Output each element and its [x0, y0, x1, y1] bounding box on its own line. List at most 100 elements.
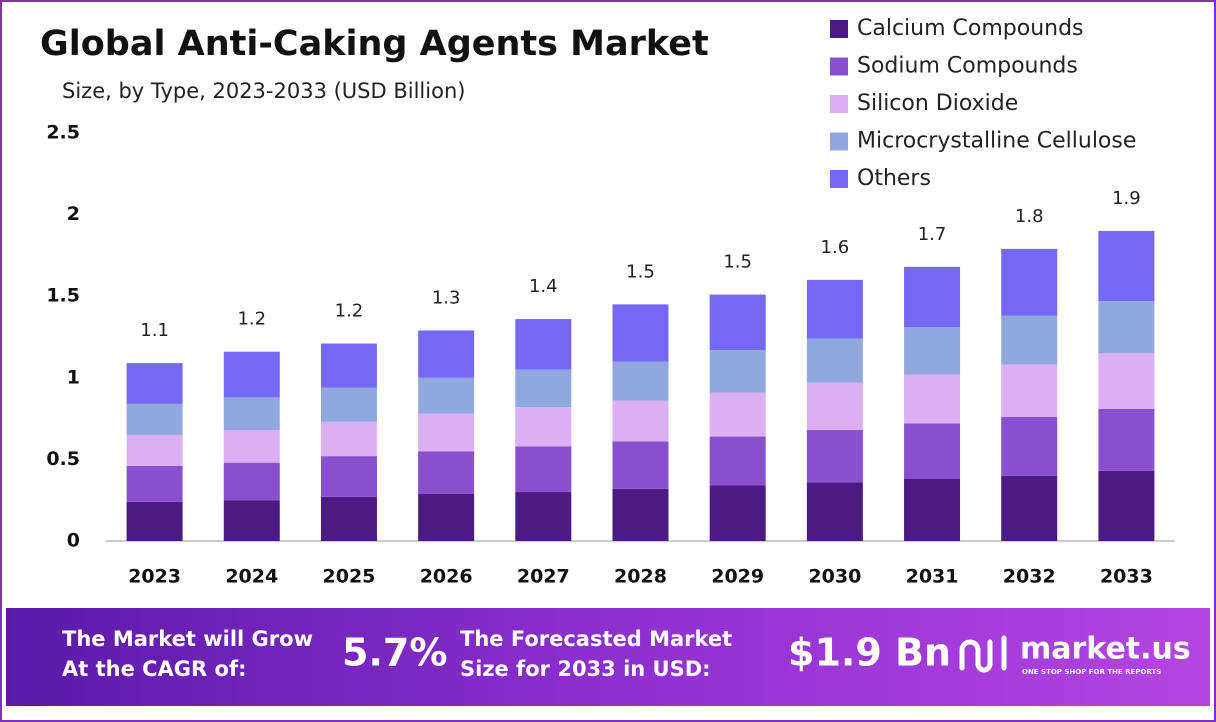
x-tick-label: 2031 [906, 566, 959, 588]
bar-segment [904, 374, 961, 424]
bar-segment [126, 403, 183, 435]
bar-segment [1001, 315, 1058, 365]
bar-segment [709, 436, 766, 486]
x-tick-label: 2024 [225, 566, 278, 588]
x-tick-label: 2023 [128, 566, 181, 588]
x-tick-label: 2027 [517, 566, 570, 588]
bar-segment [806, 338, 863, 383]
bar-segment [1098, 230, 1155, 302]
bar-segment [320, 421, 377, 457]
legend-swatch [830, 170, 848, 188]
total-label: 1.9 [1112, 188, 1141, 209]
x-tick-label: 2028 [614, 566, 667, 588]
bar-segment [418, 413, 475, 452]
legend-label: Microcrystalline Cellulose [857, 129, 1136, 154]
bar-segment [806, 279, 863, 339]
total-label: 1.5 [723, 252, 752, 273]
legend-label: Calcium Compounds [857, 16, 1084, 41]
x-tick-label: 2026 [420, 566, 473, 588]
bar-segment [1001, 248, 1058, 316]
legend-label: Others [857, 166, 931, 191]
chart-subtitle: Size, by Type, 2023-2033 (USD Billion) [62, 79, 465, 103]
bar-segment [806, 430, 863, 483]
bar-segment [904, 266, 961, 328]
bar-segment [612, 488, 669, 541]
bar-segment [904, 327, 961, 375]
bar-segment [515, 492, 572, 541]
total-label: 1.1 [140, 320, 169, 341]
bar-segment [223, 500, 280, 541]
y-tick-label: 0.5 [46, 448, 80, 470]
y-tick-label: 1 [67, 366, 80, 388]
bar-segment [612, 304, 669, 362]
bar-segment [612, 400, 669, 442]
y-tick-label: 2 [67, 203, 80, 225]
bar-segment [515, 446, 572, 493]
footer-banner [6, 608, 1210, 706]
forecast-text: The Forecasted Market [460, 627, 732, 651]
brand-logo [959, 635, 1007, 673]
bar-segment [126, 363, 183, 404]
bar-segment [1098, 408, 1155, 471]
bar-segment [904, 423, 961, 479]
brand: market.us [1020, 632, 1191, 667]
bar-segment [1001, 416, 1058, 476]
total-label: 1.2 [335, 301, 364, 322]
bar-segment [223, 351, 280, 398]
bar-segment [223, 397, 280, 431]
bar-segment [418, 493, 475, 541]
bar-segment [709, 294, 766, 351]
bar-segment [1098, 301, 1155, 354]
bar-segment [904, 478, 961, 541]
bar-segment [126, 465, 183, 502]
chart-title: Global Anti-Caking Agents Market [40, 24, 709, 64]
bar-segment [709, 350, 766, 393]
forecast-value: $1.9 Bn [788, 631, 951, 675]
legend-label: Sodium Compounds [857, 54, 1078, 79]
bar-segment [1098, 353, 1155, 409]
bar-segment [126, 434, 183, 466]
total-label: 1.5 [626, 261, 655, 282]
bar-segment [223, 430, 280, 463]
bar-segment [223, 462, 280, 501]
total-label: 1.2 [237, 309, 266, 330]
y-tick-label: 2.5 [46, 122, 80, 144]
y-tick-label: 1.5 [46, 285, 80, 307]
bar-segment [806, 382, 863, 431]
legend-label: Silicon Dioxide [857, 91, 1018, 116]
x-tick-label: 2033 [1100, 566, 1153, 588]
bar-segment [320, 496, 377, 541]
cagr-value: 5.7% [342, 631, 447, 675]
legend-swatch [830, 20, 848, 38]
bar-segment [709, 392, 766, 437]
bar-segment [612, 441, 669, 489]
x-tick-label: 2025 [323, 566, 376, 588]
bar-segment [418, 330, 475, 378]
bar-segment [612, 361, 669, 401]
bar-segment [806, 482, 863, 541]
y-tick-label: 0 [67, 530, 80, 552]
bar-segment [1001, 475, 1058, 541]
tagline: ONE STOP SHOP FOR THE REPORTS [1022, 668, 1161, 676]
cagr-text: At the CAGR of: [62, 657, 247, 681]
legend-swatch [830, 95, 848, 113]
bar-segment [418, 451, 475, 494]
total-label: 1.7 [918, 224, 947, 245]
total-label: 1.3 [432, 287, 461, 308]
footer: The Market will Grow At the CAGR of: 5.7… [62, 627, 1191, 681]
bar-segment [515, 369, 572, 408]
bar-segment [418, 377, 475, 414]
bar-segment [320, 456, 377, 497]
bar-segment [126, 501, 183, 541]
bar-segment [320, 343, 377, 388]
total-label: 1.4 [529, 276, 558, 297]
legend-swatch [830, 132, 848, 151]
total-label: 1.6 [821, 237, 850, 258]
bar-segment [709, 485, 766, 541]
cagr-text: The Market will Grow [62, 627, 313, 651]
bar-segment [515, 407, 572, 447]
bar-segment [515, 319, 572, 370]
bar-segment [1098, 470, 1155, 541]
